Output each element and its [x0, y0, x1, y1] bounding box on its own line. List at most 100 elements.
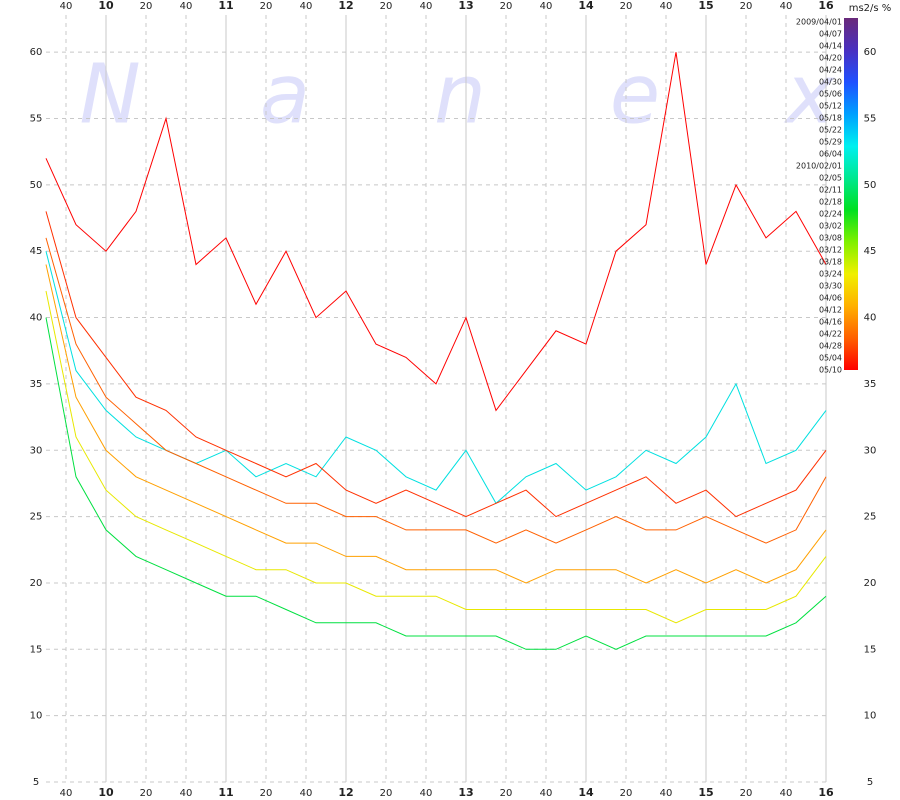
colorbar-label: 03/02 — [819, 222, 842, 231]
colorbar-label: 05/10 — [819, 366, 842, 375]
colorbar-label: 02/05 — [819, 174, 842, 183]
colorbar-label: 03/18 — [819, 258, 842, 267]
series-line — [45, 211, 827, 518]
x-tick-label: 20 — [740, 788, 753, 799]
x-tick-label: 20 — [140, 788, 153, 799]
x-tick-label: 20 — [380, 788, 393, 799]
colorbar-label: 04/12 — [819, 306, 842, 315]
series-line — [45, 317, 827, 650]
colorbar-label: 04/24 — [819, 66, 842, 75]
x-tick-label: 16 — [818, 786, 834, 799]
y-tick-label-right: 5 — [867, 777, 873, 788]
colorbar-label: 04/28 — [819, 342, 842, 351]
watermark-letter: n — [434, 47, 486, 142]
colorbar-label: 04/14 — [819, 42, 842, 51]
x-tick-label-top: 20 — [740, 1, 753, 12]
y-tick-label-right: 50 — [864, 180, 877, 191]
x-tick-label: 20 — [260, 788, 273, 799]
x-tick-label-top: 40 — [660, 1, 673, 12]
x-tick-label-top: 20 — [140, 1, 153, 12]
y-tick-label: 10 — [30, 711, 43, 722]
x-tick-label-top: 40 — [420, 1, 433, 12]
x-tick-label: 10 — [98, 786, 114, 799]
x-tick-label-top: 40 — [180, 1, 193, 12]
x-tick-label: 40 — [540, 788, 553, 799]
y-tick-label-right: 20 — [864, 578, 877, 589]
x-tick-label-top: 20 — [260, 1, 273, 12]
x-tick-label: 11 — [218, 786, 233, 799]
colorbar-label: 03/30 — [819, 282, 842, 291]
colorbar-label: 2009/04/01 — [796, 18, 842, 27]
x-tick-label-top: 40 — [780, 1, 793, 12]
colorbar-label: 03/08 — [819, 234, 842, 243]
y-tick-label-right: 10 — [864, 711, 877, 722]
colorbar-label: 02/18 — [819, 198, 842, 207]
x-tick-label: 20 — [500, 788, 513, 799]
colorbar-label: 04/20 — [819, 54, 842, 63]
watermark-letter: N — [79, 47, 140, 142]
y-tick-label: 30 — [30, 445, 43, 456]
colorbar-label: 05/29 — [819, 138, 842, 147]
colorbar-label: 05/18 — [819, 114, 842, 123]
y-tick-label: 25 — [30, 512, 43, 523]
y-tick-label: 40 — [30, 313, 43, 324]
x-tick-label-top: 20 — [500, 1, 513, 12]
y-tick-label-right: 30 — [864, 445, 877, 456]
x-tick-label: 12 — [338, 786, 353, 799]
colorbar-label: 05/22 — [819, 126, 842, 135]
x-tick-label: 40 — [180, 788, 193, 799]
x-tick-label-top: 11 — [218, 0, 233, 12]
x-tick-label: 40 — [420, 788, 433, 799]
series-line — [45, 264, 827, 584]
y-tick-label-right: 45 — [864, 246, 877, 257]
colorbar — [844, 18, 858, 370]
colorbar-label: 05/06 — [819, 90, 842, 99]
x-tick-label-top: 40 — [540, 1, 553, 12]
colorbar-label: 03/24 — [819, 270, 842, 279]
x-tick-label: 13 — [458, 786, 473, 799]
watermark-letter: x — [783, 47, 836, 142]
x-tick-label-top: 40 — [60, 1, 73, 12]
colorbar-label: 04/22 — [819, 330, 842, 339]
y-tick-label: 60 — [30, 47, 43, 58]
unit-label: ms2/s % — [849, 3, 892, 14]
series-line — [45, 290, 827, 624]
x-tick-label: 14 — [578, 786, 594, 799]
x-tick-label: 20 — [620, 788, 633, 799]
y-tick-label-right: 35 — [864, 379, 877, 390]
colorbar-label: 06/04 — [819, 150, 842, 159]
x-tick-label: 40 — [300, 788, 313, 799]
y-tick-label-right: 55 — [864, 114, 877, 125]
x-tick-label-top: 20 — [380, 1, 393, 12]
x-tick-label: 15 — [698, 786, 713, 799]
y-tick-label: 35 — [30, 379, 43, 390]
colorbar-label: 03/12 — [819, 246, 842, 255]
watermark-letter: a — [260, 47, 310, 142]
x-tick-label-top: 40 — [300, 1, 313, 12]
colorbar-label: 04/30 — [819, 78, 842, 87]
colorbar-label: 05/12 — [819, 102, 842, 111]
y-tick-label: 15 — [30, 644, 43, 655]
y-tick-label-right: 25 — [864, 512, 877, 523]
y-tick-label: 5 — [33, 777, 39, 788]
y-tick-label: 20 — [30, 578, 43, 589]
colorbar-label: 02/11 — [819, 186, 842, 195]
x-tick-label: 40 — [660, 788, 673, 799]
colorbar-label: 04/07 — [819, 30, 842, 39]
y-tick-label-right: 60 — [864, 47, 877, 58]
x-tick-label-top: 12 — [338, 0, 353, 12]
y-tick-label: 50 — [30, 180, 43, 191]
y-tick-label: 55 — [30, 114, 43, 125]
x-tick-label-top: 10 — [98, 0, 114, 12]
colorbar-label: 2010/02/01 — [796, 162, 842, 171]
x-tick-label: 40 — [60, 788, 73, 799]
x-tick-label-top: 16 — [818, 0, 834, 12]
y-tick-label-right: 15 — [864, 644, 877, 655]
series-line — [45, 52, 827, 412]
series-line — [45, 237, 827, 544]
x-tick-label-top: 20 — [620, 1, 633, 12]
x-tick-label-top: 13 — [458, 0, 473, 12]
colorbar-label: 02/24 — [819, 210, 842, 219]
